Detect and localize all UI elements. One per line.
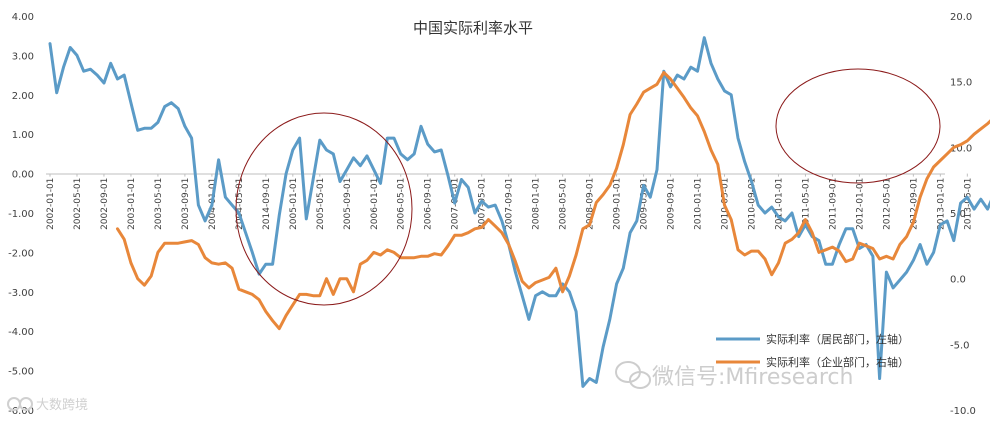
y-left-tick-label: 3.00 bbox=[12, 51, 34, 62]
x-tick-label: 2013-01-01 bbox=[936, 178, 946, 230]
x-tick-label: 2006-01-01 bbox=[370, 178, 380, 230]
y-left-tick-label: 1.00 bbox=[12, 130, 34, 141]
x-tick-label: 2009-05-01 bbox=[640, 178, 650, 230]
x-tick-label: 2008-01-01 bbox=[532, 178, 542, 230]
y-axis-left: 4.00 3.00 2.00 1.00 0.00 -1.00 -2.00 -3.00 -4.00… bbox=[8, 12, 34, 417]
x-axis: 2002-01-01 2002-05-01 2002-09-01 2003-01-01… bbox=[46, 173, 973, 230]
x-tick-label: 2005-09-01 bbox=[343, 178, 353, 230]
x-tick-label: 2008-05-01 bbox=[559, 178, 569, 230]
y-left-tick-label: 2.00 bbox=[12, 91, 34, 102]
x-tick-label: 2003-09-01 bbox=[181, 178, 191, 230]
x-tick-label: 2009-01-01 bbox=[613, 178, 623, 230]
x-tick-label: 2006-09-01 bbox=[424, 178, 434, 230]
y-left-tick-label: 0.00 bbox=[12, 170, 34, 181]
y-left-tick-label: 4.00 bbox=[12, 12, 34, 23]
brand-watermark: 大数跨境 bbox=[7, 397, 88, 413]
y-left-tick-label: -3.00 bbox=[8, 288, 34, 299]
wechat-logo-icon bbox=[615, 361, 651, 389]
y-left-tick-label: -4.00 bbox=[8, 327, 34, 338]
x-tick-label: 2011-05-01 bbox=[801, 178, 811, 230]
x-tick-label: 2008-09-01 bbox=[586, 178, 596, 230]
x-tick-label: 2012-09-01 bbox=[909, 178, 919, 230]
chart-title: 中国实际利率水平 bbox=[413, 19, 533, 37]
x-tick-label: 2010-09-01 bbox=[747, 178, 757, 230]
x-tick-label: 2005-01-01 bbox=[289, 178, 299, 230]
x-tick-label: 2006-05-01 bbox=[397, 178, 407, 230]
x-tick-label: 2010-01-01 bbox=[694, 178, 704, 230]
x-tick-label: 2002-09-01 bbox=[100, 178, 110, 230]
y-left-tick-label: -6.00 bbox=[8, 406, 34, 417]
y-right-tick-label: 0.0 bbox=[950, 275, 966, 286]
x-tick-label: 2005-05-01 bbox=[316, 178, 326, 230]
x-tick-label: 2004-05-01 bbox=[235, 178, 245, 230]
x-tick-label: 2003-01-01 bbox=[127, 178, 137, 230]
y-right-tick-label: 15.0 bbox=[950, 78, 972, 89]
legend-label-enterprise: 实际利率（企业部门，右轴） bbox=[766, 355, 909, 369]
y-right-tick-label: -10.0 bbox=[950, 406, 976, 417]
x-tick-label: 2009-09-01 bbox=[667, 178, 677, 230]
highlight-circle-2005 bbox=[235, 112, 413, 306]
y-left-tick-label: -5.00 bbox=[8, 367, 34, 378]
brand-logo-icon bbox=[7, 397, 33, 411]
x-tick-label: 2002-01-01 bbox=[46, 178, 56, 230]
wechat-id-text: 微信号:Mfiresearch bbox=[652, 365, 853, 390]
x-tick-label: 2014-09-01 bbox=[262, 178, 272, 230]
series-group bbox=[48, 36, 990, 388]
x-tick-label: 2013-05-01 bbox=[963, 178, 973, 230]
x-tick-label: 2012-01-01 bbox=[855, 178, 865, 230]
series-line-enterprise bbox=[116, 71, 990, 331]
series-line-resident bbox=[48, 36, 990, 388]
x-tick-label: 2007-09-01 bbox=[505, 178, 515, 230]
highlight-circle-2013 bbox=[775, 68, 941, 184]
wechat-watermark: 微信号:Mfiresearch bbox=[615, 361, 853, 390]
x-tick-label: 2002-05-01 bbox=[73, 178, 83, 230]
x-tick-label: 2012-05-01 bbox=[882, 178, 892, 230]
legend-label-resident: 实际利率（居民部门，左轴） bbox=[766, 332, 909, 346]
x-tick-label: 2003-05-01 bbox=[154, 178, 164, 230]
x-tick-label: 2011-09-01 bbox=[828, 178, 838, 230]
y-right-tick-label: 20.0 bbox=[950, 12, 972, 23]
y-right-tick-label: 10.0 bbox=[950, 143, 972, 154]
y-left-tick-label: -1.00 bbox=[8, 209, 34, 220]
legend: 实际利率（居民部门，左轴） 实际利率（企业部门，右轴） bbox=[716, 332, 909, 369]
y-right-tick-label: -5.0 bbox=[950, 340, 970, 351]
x-tick-label: 2011-01-01 bbox=[774, 178, 784, 230]
brand-text: 大数跨境 bbox=[36, 398, 88, 413]
y-left-tick-label: -2.00 bbox=[8, 248, 34, 259]
